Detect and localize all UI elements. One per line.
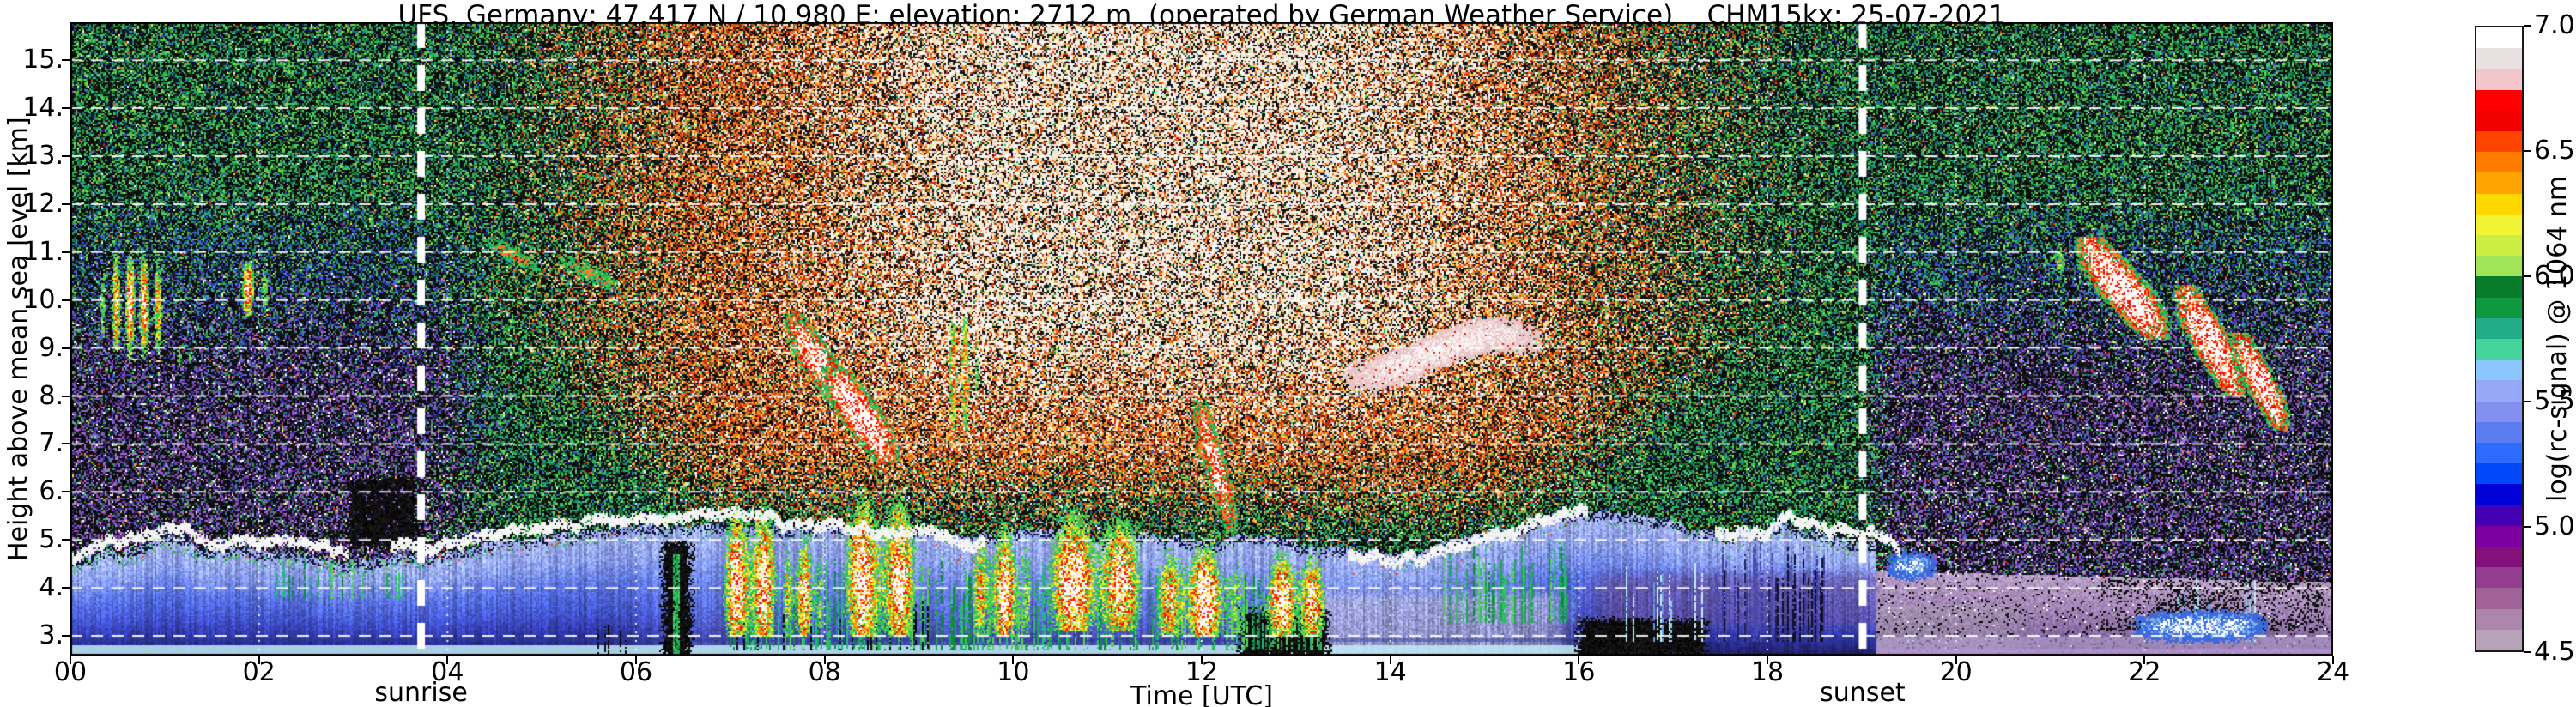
y-tick-mark xyxy=(62,635,70,638)
x-tick-mark xyxy=(2143,656,2146,664)
x-tick-mark xyxy=(2332,656,2334,664)
x-tick-mark xyxy=(823,656,826,664)
colorbar-segment xyxy=(2476,525,2522,547)
y-tick-label: 7. xyxy=(39,428,64,459)
colorbar-segment xyxy=(2476,629,2522,651)
colorbar-segment xyxy=(2476,380,2522,402)
y-tick-mark xyxy=(62,347,70,349)
y-tick-label: 5. xyxy=(39,524,64,555)
colorbar-segment xyxy=(2476,567,2522,589)
y-tick-label: 6. xyxy=(39,476,64,507)
colorbar-tick-mark xyxy=(2524,25,2531,27)
colorbar-segment xyxy=(2476,401,2522,422)
colorbar-segment xyxy=(2476,505,2522,526)
colorbar-segment xyxy=(2476,547,2522,568)
y-tick-mark xyxy=(62,299,70,301)
colorbar-segment xyxy=(2476,463,2522,485)
colorbar-tick-mark xyxy=(2524,651,2531,653)
colorbar-tick-mark xyxy=(2524,150,2531,152)
y-tick-label: 13. xyxy=(22,140,64,171)
y-tick-label: 8. xyxy=(39,380,64,411)
x-tick-mark xyxy=(258,656,260,664)
colorbar-tick-label: 6.5 xyxy=(2534,136,2575,166)
x-tick-mark xyxy=(1578,656,1580,664)
y-tick-mark xyxy=(62,587,70,589)
sunrise-annotation: sunrise xyxy=(374,678,468,707)
colorbar-segment xyxy=(2476,360,2522,381)
colorbar-segment xyxy=(2476,256,2522,277)
colorbar-segment xyxy=(2476,214,2522,236)
y-tick-mark xyxy=(62,443,70,445)
colorbar-tick-label: 6.0 xyxy=(2534,261,2575,291)
x-tick-mark xyxy=(635,656,637,664)
y-tick-mark xyxy=(62,251,70,253)
colorbar-segment xyxy=(2476,152,2522,173)
y-tick-mark xyxy=(62,491,70,493)
y-tick-mark xyxy=(62,107,70,110)
x-tick-mark xyxy=(1389,656,1391,664)
colorbar-tick-label: 5.5 xyxy=(2534,386,2575,416)
colorbar xyxy=(2475,26,2524,652)
colorbar-tick-label: 7.0 xyxy=(2534,10,2575,40)
colorbar-segment xyxy=(2476,69,2522,90)
colorbar-segment xyxy=(2476,89,2522,111)
x-tick-mark xyxy=(1767,656,1768,664)
y-tick-mark xyxy=(62,395,70,397)
colorbar-segment xyxy=(2476,608,2522,630)
colorbar-tick-mark xyxy=(2524,275,2531,277)
colorbar-segment xyxy=(2476,421,2522,444)
y-tick-label: 10. xyxy=(22,284,64,315)
y-tick-label: 15. xyxy=(22,45,64,76)
heatmap-plot xyxy=(70,22,2333,656)
colorbar-tick-mark xyxy=(2524,526,2531,528)
colorbar-segment xyxy=(2476,484,2522,505)
x-tick-mark xyxy=(70,656,71,664)
colorbar-segment xyxy=(2476,339,2522,360)
colorbar-tick-label: 5.0 xyxy=(2534,511,2575,541)
x-axis-label: Time [UTC] xyxy=(1130,681,1273,707)
x-tick-mark xyxy=(446,656,449,664)
colorbar-segment xyxy=(2476,193,2522,215)
colorbar-segment xyxy=(2476,110,2522,132)
y-tick-label: 11. xyxy=(22,236,64,267)
colorbar-segment xyxy=(2476,27,2522,49)
colorbar-segment xyxy=(2476,172,2522,194)
colorbar-segment xyxy=(2476,297,2522,318)
y-tick-label: 9. xyxy=(39,332,64,363)
colorbar-segment xyxy=(2476,588,2522,609)
y-tick-mark xyxy=(62,539,70,541)
y-tick-mark xyxy=(62,154,70,157)
x-tick-mark xyxy=(1012,656,1015,664)
y-tick-label: 12. xyxy=(22,188,64,219)
colorbar-segment xyxy=(2476,131,2522,153)
x-tick-mark xyxy=(1955,656,1957,664)
x-tick-mark xyxy=(1201,656,1203,664)
y-tick-label: 4. xyxy=(39,572,64,603)
y-tick-mark xyxy=(62,59,70,62)
colorbar-segment xyxy=(2476,235,2522,257)
sunset-annotation: sunset xyxy=(1820,678,1906,707)
colorbar-segment xyxy=(2476,48,2522,69)
colorbar-segment xyxy=(2476,317,2522,340)
colorbar-segment xyxy=(2476,443,2522,464)
y-tick-mark xyxy=(62,202,70,205)
colorbar-segment xyxy=(2476,276,2522,298)
y-tick-label: 14. xyxy=(22,93,64,124)
colorbar-tick-mark xyxy=(2524,401,2531,402)
colorbar-label: log(rc-signal) @ 1064 nm xyxy=(2543,175,2573,503)
y-tick-label: 3. xyxy=(39,620,64,651)
colorbar-tick-label: 4.5 xyxy=(2534,637,2575,667)
